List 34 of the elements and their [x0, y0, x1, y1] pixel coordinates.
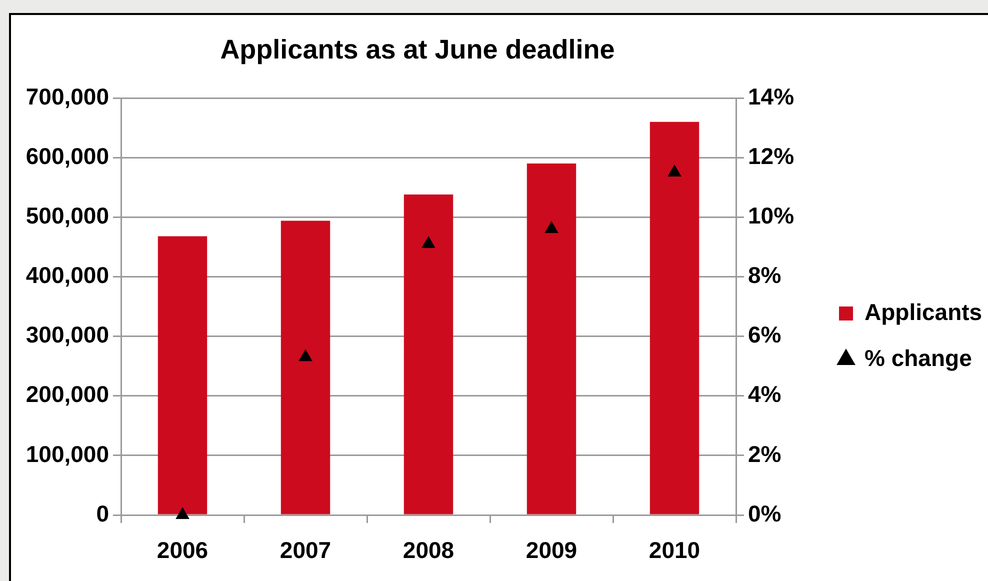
- y2-tick-label: 8%: [748, 262, 782, 288]
- legend-label: % change: [864, 344, 972, 371]
- x-tick-label: 2006: [156, 537, 208, 564]
- bar: [158, 236, 208, 514]
- y-tick-label: 500,000: [26, 202, 109, 228]
- y-tick-label: 700,000: [26, 83, 109, 110]
- y2-tick-label: 0%: [748, 500, 782, 526]
- bar: [650, 122, 700, 514]
- chart-title: Applicants as at June deadline: [220, 34, 615, 64]
- y-tick-label: 100,000: [26, 440, 109, 467]
- x-tick-label: 2009: [526, 537, 578, 564]
- y2-tick-label: 10%: [748, 202, 794, 228]
- x-tick-label: 2010: [648, 537, 700, 564]
- y2-tick-label: 6%: [748, 322, 782, 348]
- bar: [526, 164, 576, 514]
- bar: [404, 194, 454, 514]
- point: [298, 350, 312, 362]
- y2-tick-label: 2%: [748, 440, 782, 467]
- legend-label: Applicants: [864, 298, 982, 325]
- point: [176, 508, 190, 519]
- x-tick-label: 2008: [402, 537, 454, 564]
- y2-tick-label: 14%: [748, 83, 794, 110]
- y-tick-label: 300,000: [26, 322, 109, 348]
- y2-tick-label: 12%: [748, 142, 794, 169]
- y-tick-label: 400,000: [26, 262, 109, 288]
- y-tick-label: 200,000: [26, 381, 109, 408]
- point: [422, 236, 436, 248]
- bar: [280, 220, 330, 514]
- x-tick-label: 2007: [280, 537, 332, 564]
- y-tick-label: 600,000: [26, 142, 109, 169]
- y-tick-label: 0: [96, 500, 109, 526]
- point: [544, 222, 558, 234]
- point: [668, 164, 682, 176]
- y2-tick-label: 4%: [748, 381, 782, 408]
